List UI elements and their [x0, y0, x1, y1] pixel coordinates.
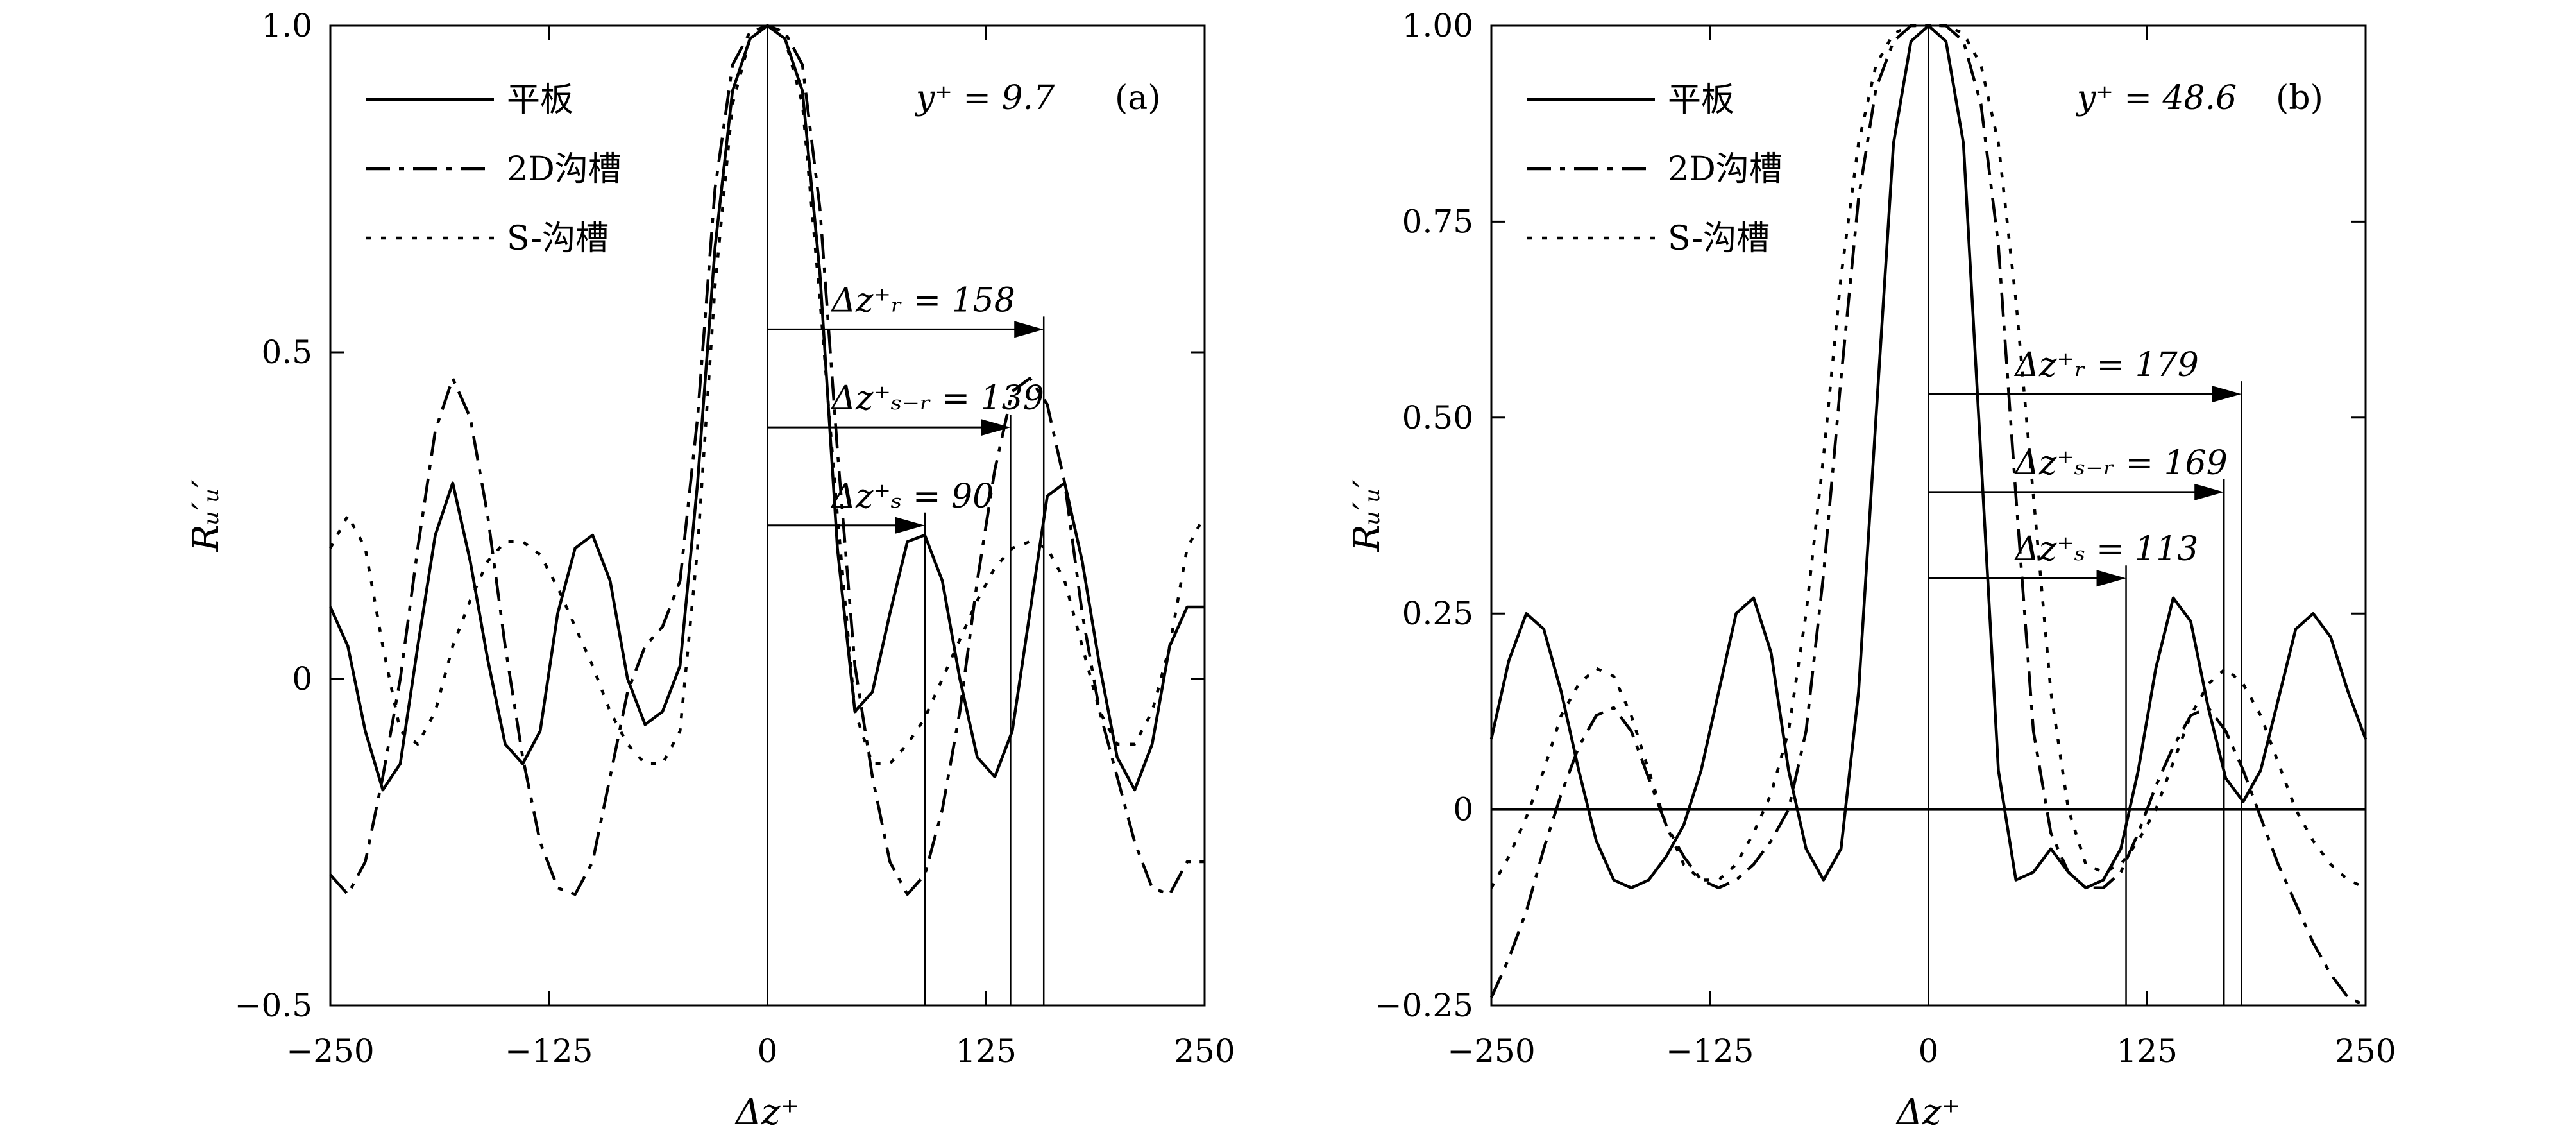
legend-label: 平板: [1668, 81, 1734, 119]
y-tick-label: −0.25: [1375, 987, 1473, 1024]
y-tick-label: −0.5: [235, 987, 312, 1024]
y-tick-label: 1.0: [261, 7, 312, 44]
y-tick-label: 0.5: [261, 334, 312, 371]
x-tick-label: 125: [956, 1032, 1017, 1070]
x-axis-label: Δz⁺: [1895, 1091, 1961, 1133]
distance-arrow-head: [1014, 321, 1044, 338]
legend-label: S-沟槽: [1668, 219, 1770, 258]
x-axis-label: Δz⁺: [734, 1091, 800, 1133]
x-tick-label: 0: [758, 1032, 778, 1070]
panel-tag: (b): [2276, 79, 2323, 117]
panel-a: −250 −125 0 125 250 −0.5 0 0.5 1.0 Δz⁺ Rᵤ′ᵤ′ 平板 2D沟槽…: [185, 7, 1235, 1133]
legend-label: 2D沟槽: [1668, 150, 1783, 189]
panel-tag: (a): [1115, 79, 1161, 117]
y-tick-label: 1.00: [1402, 7, 1473, 44]
x-tick-label: 125: [2117, 1032, 2178, 1070]
y-tick-label: 0.50: [1402, 399, 1473, 436]
y-axis-label: Rᵤ′ᵤ′: [185, 479, 227, 552]
distance-arrow-head: [981, 419, 1011, 436]
position-label: y⁺ = 48.6: [2076, 79, 2237, 117]
x-tick-label: 250: [2335, 1032, 2396, 1070]
distance-annotation: Δz⁺ₛ₋ᵣ = 139: [831, 379, 1044, 418]
y-tick-label: 0.75: [1402, 203, 1473, 240]
distance-arrow-head: [895, 517, 925, 534]
position-label: y⁺ = 9.7: [915, 79, 1055, 117]
x-tick-label: −250: [1447, 1032, 1535, 1070]
distance-arrow-head: [2212, 386, 2242, 403]
series-line-dotted: [329, 24, 1206, 765]
x-tick-label: 0: [1919, 1032, 1939, 1070]
x-tick-label: −125: [1666, 1032, 1754, 1070]
legend-label: 平板: [507, 81, 573, 119]
y-tick-label: 0: [1453, 791, 1473, 828]
panel-b: −250 −125 0 125 250 −0.25 0 0.25 0.50 0.75 1.00 Δz⁺…: [1346, 7, 2396, 1133]
distance-annotation: Δz⁺ᵣ = 179: [2014, 346, 2199, 384]
distance-annotation: Δz⁺ₛ = 90: [831, 477, 994, 516]
y-tick-label: 0: [292, 660, 312, 697]
y-axis-label: Rᵤ′ᵤ′: [1346, 479, 1388, 552]
x-tick-label: −250: [286, 1032, 374, 1070]
x-tick-label: −125: [505, 1032, 593, 1070]
x-tick-label: 250: [1174, 1032, 1235, 1070]
distance-arrow-head: [2194, 483, 2224, 500]
legend-label: 2D沟槽: [507, 150, 622, 189]
distance-annotation: Δz⁺ᵣ = 158: [831, 281, 1015, 320]
distance-arrow-head: [2096, 570, 2126, 587]
legend-label: S-沟槽: [507, 219, 609, 258]
distance-annotation: Δz⁺ₛ = 113: [2014, 530, 2199, 568]
y-tick-label: 0.25: [1402, 595, 1473, 632]
distance-annotation: Δz⁺ₛ₋ᵣ = 169: [2014, 444, 2228, 483]
